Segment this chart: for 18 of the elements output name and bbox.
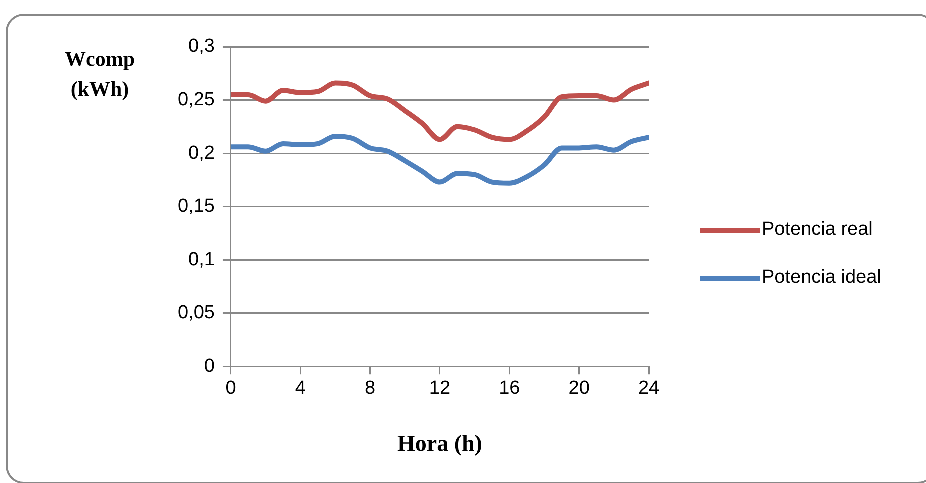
x-tick-label: 12 xyxy=(429,378,451,400)
x-tick-label: 24 xyxy=(638,378,660,400)
y-tick-label: 0,2 xyxy=(188,142,215,164)
y-tick-label: 0,1 xyxy=(188,249,215,270)
y-tick-label: 0,15 xyxy=(178,196,215,218)
x-axis-title: Hora (h) xyxy=(398,431,482,456)
y-axis-title: Wcomp (kWh) xyxy=(64,46,136,103)
x-tick-label: 4 xyxy=(295,378,306,400)
x-tick-label: 8 xyxy=(365,378,376,400)
x-tick-label: 16 xyxy=(499,378,520,400)
legend-label: Potencia real xyxy=(762,219,873,241)
y-tick-label: 0 xyxy=(204,356,215,377)
x-tick-label: 20 xyxy=(568,378,590,400)
x-tick-label: 0 xyxy=(226,378,236,400)
y-tick-label: 0,05 xyxy=(178,302,215,324)
y-tick-label: 0,3 xyxy=(188,36,215,58)
legend-label: Potencia ideal xyxy=(762,267,882,289)
y-tick-label: 0,25 xyxy=(178,90,215,110)
